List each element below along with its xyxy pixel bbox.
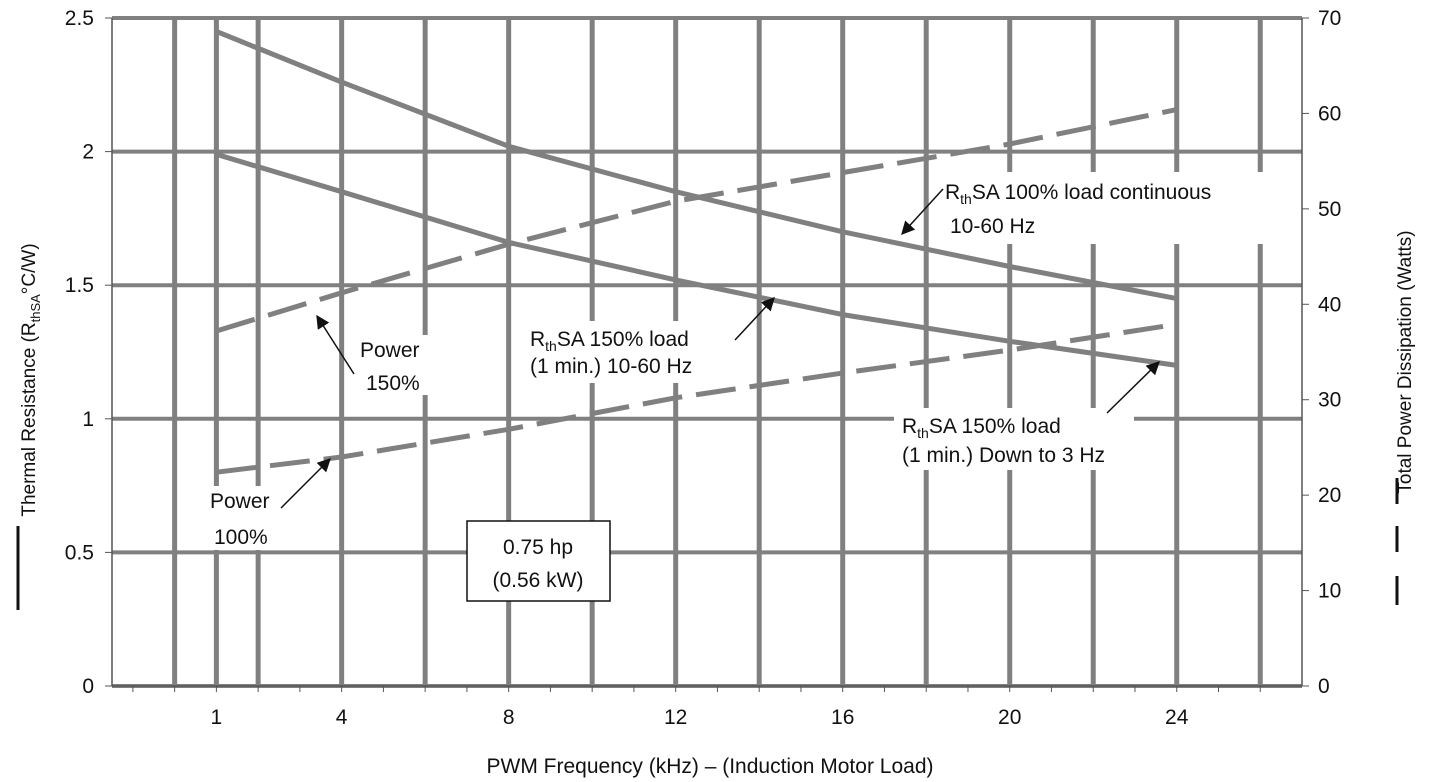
annotation-power-150-line1: Power [360, 339, 420, 362]
series-group [215, 29, 1178, 475]
annotation-r150-down-post: SA 150% load [929, 415, 1061, 438]
y2-tick-label: 10 [1318, 580, 1341, 603]
annotation-power-150: Power 150% [356, 335, 432, 395]
y2-tick-label: 40 [1318, 293, 1341, 316]
series-line-1 [215, 29, 1178, 302]
annotation-r150-down-line2: (1 min.) Down to 3 Hz [902, 444, 1105, 467]
annotation-r150-down-pre: R [902, 415, 917, 438]
annotation-power-150-line2: 150% [366, 372, 420, 395]
x-tick-label: 4 [336, 706, 348, 729]
annotation-r100-pre: R [945, 181, 960, 204]
y-axis-label-main: Thermal Resistance (R [19, 322, 40, 516]
annotation-r150-down-sub: th [917, 425, 929, 441]
y2-axis-label: Total Power Dissipation (Watts) [1395, 230, 1416, 493]
y2-tick-label: 70 [1318, 7, 1341, 30]
arrow-r150 [734, 297, 775, 341]
x-tick-label: 16 [831, 706, 854, 729]
y-tick-label: 2.5 [65, 7, 94, 30]
arrow-power-150 [316, 314, 355, 375]
annotation-r150: RthSA 150% load (1 min.) 10-60 Hz [522, 321, 744, 383]
x-tick-label: 24 [1165, 706, 1189, 729]
svg-text:RthSA 150% load: RthSA 150% load [902, 415, 1061, 441]
y-tick-label: 1.5 [65, 274, 94, 297]
annotation-power-100-line2: 100% [214, 526, 268, 549]
y-tick-label: 1 [82, 408, 94, 431]
y2-tick-label: 30 [1318, 389, 1341, 412]
leader-arrows [280, 188, 1160, 509]
annotation-r100-post: SA 100% load continuous [972, 181, 1211, 204]
series-line-2 [215, 151, 1178, 368]
annotation-r100: RthSA 100% load continuous 10-60 Hz [937, 172, 1282, 244]
axes [105, 17, 1309, 692]
x-tick-label: 20 [998, 706, 1021, 729]
annotation-r150-down: RthSA 150% load (1 min.) Down to 3 Hz [894, 408, 1134, 470]
rating-box: 0.75 hp (0.56 kW) [466, 520, 611, 602]
annotation-r150-sub: th [545, 338, 557, 354]
arrow-power-100 [280, 458, 331, 509]
rating-box-line1: 0.75 hp [503, 536, 573, 559]
annotation-power-100: Power 100% [206, 486, 284, 550]
y2-tick-label: 20 [1318, 484, 1341, 507]
annotation-power-100-line1: Power [210, 490, 270, 513]
svg-text:RthSA 100% load continuous: RthSA 100% load continuous [945, 181, 1211, 207]
annotation-r150-line2: (1 min.) 10-60 Hz [530, 355, 692, 378]
series-line-4 [216, 321, 1178, 475]
y2-tick-label: 60 [1318, 102, 1341, 125]
svg-text:Thermal Resistance (RthSA°C/W): Thermal Resistance (RthSA°C/W) [19, 243, 43, 516]
y-tick-label: 0.5 [65, 541, 94, 564]
series-line-3 [215, 107, 1178, 334]
x-axis-label: PWM Frequency (kHz) – (Induction Motor L… [487, 755, 934, 778]
y-axis-label-tail: °C/W) [19, 243, 40, 294]
y-tick-label: 2 [82, 141, 94, 164]
y-tick-label: 0 [82, 675, 94, 698]
annotation-r100-sub: th [960, 191, 972, 207]
y-axis-label: Thermal Resistance (RthSA°C/W) [19, 243, 43, 516]
arrow-r100 [901, 188, 944, 235]
y2-tick-label: 0 [1318, 675, 1330, 698]
y2-tick-label: 50 [1318, 198, 1341, 221]
annotation-r150-pre: R [530, 328, 545, 351]
arrow-r150-down [1106, 361, 1160, 414]
x-tick-label: 12 [664, 706, 687, 729]
tick-labels: 1 4 8 12 16 20 24 0 0.5 1 1.5 2 2.5 0 10 20 30 40 50 60 70 [65, 7, 1342, 729]
annotation-r150-post: SA 150% load [557, 328, 689, 351]
y-axis-label-sub: thSA [28, 294, 43, 323]
x-tick-label: 1 [211, 706, 223, 729]
x-tick-label: 8 [503, 706, 515, 729]
svg-text:RthSA 150% load: RthSA 150% load [530, 328, 689, 354]
rating-box-line2: (0.56 kW) [492, 569, 583, 592]
annotation-r100-line2: 10-60 Hz [950, 215, 1035, 238]
